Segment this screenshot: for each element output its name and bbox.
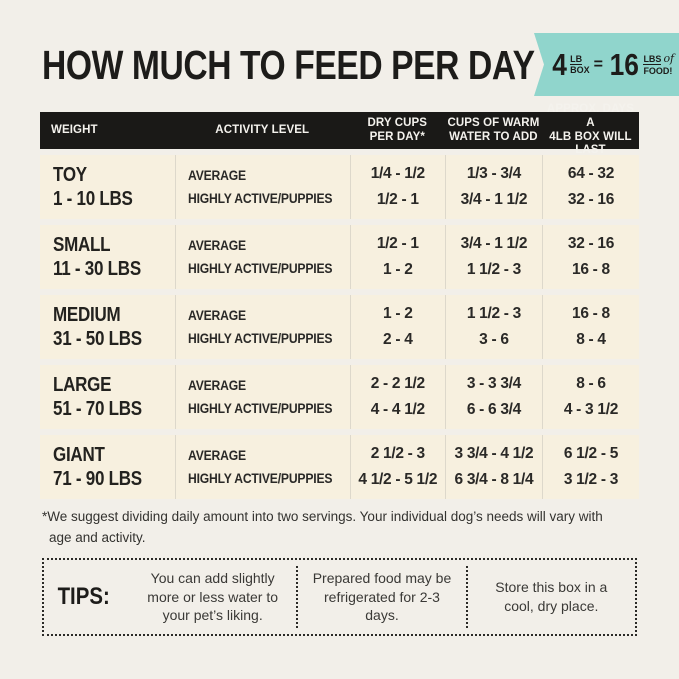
badge-unit-lb: LB — [570, 53, 583, 65]
table-row-medium: MEDIUM 31 - 50 LBS AVERAGE HIGHLY ACTIVE… — [40, 295, 639, 359]
badge-word-of: of — [663, 52, 675, 65]
activity-cell: AVERAGE HIGHLY ACTIVE/PUPPIES — [174, 225, 350, 289]
dry-cups-cell: 1 - 2 2 - 4 — [349, 295, 445, 359]
promo-ribbon-badge: 4 LB BOX = 16 LBS of FOOD! — [534, 33, 679, 96]
water-cell: 1 1/2 - 3 3 - 6 — [444, 295, 542, 359]
footnote-text: *We suggest dividing daily amount into t… — [42, 509, 603, 545]
feeding-table-header: WEIGHT ACTIVITY LEVEL DRY CUPS PER DAY* … — [40, 103, 639, 156]
table-row-large: LARGE 51 - 70 LBS AVERAGE HIGHLY ACTIVE/… — [40, 365, 639, 429]
badge-unit-box: BOX — [570, 65, 590, 75]
column-header-weight: WEIGHT — [51, 123, 98, 136]
days-cell: 16 - 8 8 - 4 — [541, 295, 639, 359]
weight-cell: LARGE 51 - 70 LBS — [53, 373, 142, 420]
activity-cell: AVERAGE HIGHLY ACTIVE/PUPPIES — [174, 435, 350, 499]
activity-cell: AVERAGE HIGHLY ACTIVE/PUPPIES — [174, 155, 350, 219]
column-header-warm-water: CUPS OF WARM WATER TO ADD — [447, 116, 540, 143]
tips-label: TIPS: — [57, 583, 110, 610]
tips-box: TIPS: You can add slightly more or less … — [42, 558, 637, 636]
column-header-days-box-lasts: APPROX. DAYS A 4LB BOX WILL LAST — [546, 102, 634, 157]
table-row-small: SMALL 11 - 30 LBS AVERAGE HIGHLY ACTIVE/… — [40, 225, 639, 289]
weight-cell: MEDIUM 31 - 50 LBS — [53, 303, 142, 350]
tip-divider — [465, 566, 468, 628]
activity-cell: AVERAGE HIGHLY ACTIVE/PUPPIES — [174, 365, 350, 429]
tip-item-storage: Store this box in a cool, dry place. — [495, 579, 608, 614]
column-header-activity-level: ACTIVITY LEVEL — [215, 123, 310, 136]
weight-cell: GIANT 71 - 90 LBS — [53, 443, 142, 490]
water-cell: 3/4 - 1 1/2 1 1/2 - 3 — [444, 225, 542, 289]
badge-content: 4 LB BOX = 16 LBS of FOOD! — [551, 49, 674, 80]
table-row-giant: GIANT 71 - 90 LBS AVERAGE HIGHLY ACTIVE/… — [40, 435, 639, 499]
days-cell: 64 - 32 32 - 16 — [541, 155, 639, 219]
weight-cell: TOY 1 - 10 LBS — [53, 163, 133, 210]
water-cell: 3 3/4 - 4 1/2 6 3/4 - 8 1/4 — [444, 435, 542, 499]
column-header-dry-cups: DRY CUPS PER DAY* — [367, 116, 428, 143]
tip-item-refrigerate: Prepared food may be refrigerated for 2-… — [312, 569, 452, 624]
weight-cell: SMALL 11 - 30 LBS — [53, 233, 141, 280]
feeding-table: WEIGHT ACTIVITY LEVEL DRY CUPS PER DAY* … — [40, 103, 639, 499]
badge-unit-lbs: LBS — [643, 54, 662, 65]
water-cell: 1/3 - 3/4 3/4 - 1 1/2 — [444, 155, 542, 219]
dry-cups-cell: 2 1/2 - 3 4 1/2 - 5 1/2 — [349, 435, 445, 499]
dry-cups-cell: 1/2 - 1 1 - 2 — [349, 225, 445, 289]
days-cell: 32 - 16 16 - 8 — [541, 225, 639, 289]
water-cell: 3 - 3 3/4 6 - 6 3/4 — [444, 365, 542, 429]
badge-equals-sign: = — [593, 55, 603, 73]
days-cell: 8 - 6 4 - 3 1/2 — [541, 365, 639, 429]
dry-cups-cell: 2 - 2 1/2 4 - 4 1/2 — [349, 365, 445, 429]
badge-box-quantity: 4 — [552, 47, 567, 82]
days-cell: 6 1/2 - 5 3 1/2 - 3 — [541, 435, 639, 499]
badge-word-food: FOOD! — [643, 65, 673, 76]
dry-cups-cell: 1/4 - 1/2 1/2 - 1 — [349, 155, 445, 219]
page-title: HOW MUCH TO FEED PER DAY — [42, 42, 535, 88]
tip-divider — [296, 566, 299, 628]
activity-cell: AVERAGE HIGHLY ACTIVE/PUPPIES — [174, 295, 350, 359]
tip-item-water: You can add slightly more or less water … — [147, 569, 279, 624]
badge-food-quantity: 16 — [609, 47, 639, 82]
table-row-toy: TOY 1 - 10 LBS AVERAGE HIGHLY ACTIVE/PUP… — [40, 155, 639, 219]
